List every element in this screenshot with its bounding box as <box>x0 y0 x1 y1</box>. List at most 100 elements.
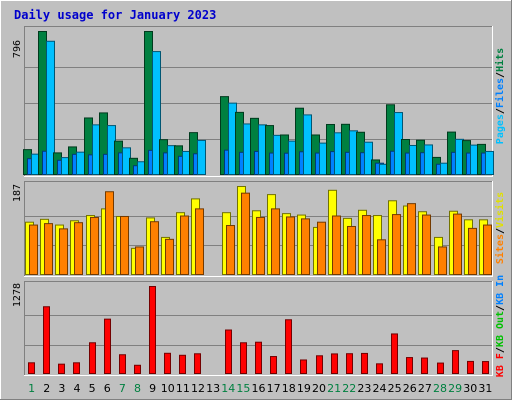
sites-bar-day-5 <box>90 216 99 275</box>
pages-bar-day-31 <box>485 150 494 175</box>
kbytes-f-bar-day-30 <box>467 360 474 374</box>
day-label-27: 27 <box>418 382 432 395</box>
legend-hits: Hits <box>494 48 506 72</box>
hits-panel-legend: Pages/Files/Hits <box>494 48 506 144</box>
day-label-23: 23 <box>357 382 371 395</box>
kbytes-f-bar-day-7 <box>119 354 126 375</box>
legend-kbytes-in: KB In <box>495 275 506 305</box>
day-label-24: 24 <box>373 382 387 395</box>
kbytes-f-bar-day-1 <box>28 362 35 375</box>
sites-bar-day-30 <box>468 227 477 275</box>
sites-bar-day-24 <box>377 239 386 275</box>
kbytes-f-bar-day-27 <box>421 357 428 374</box>
sites-bar-day-23 <box>362 215 371 276</box>
legend-sep: / <box>495 108 506 114</box>
legend-files: Files <box>494 78 506 108</box>
kbytes-f-bar-day-2 <box>43 306 50 375</box>
sites-bar-day-10 <box>165 238 174 275</box>
kbytes-f-bar-day-11 <box>179 354 186 374</box>
day-label-11: 11 <box>176 382 190 395</box>
day-label-29: 29 <box>448 382 462 395</box>
day-label-22: 22 <box>342 382 356 395</box>
sites-bar-day-2 <box>44 223 53 276</box>
kbytes-f-bar-day-16 <box>255 341 262 374</box>
sites-bar-day-16 <box>256 216 265 275</box>
day-label-10: 10 <box>161 382 175 395</box>
svg-text:Pages/Files/Hits: Pages/Files/Hits <box>494 48 506 144</box>
sites-bar-day-27 <box>422 214 431 276</box>
kbytes-f-bar-day-5 <box>89 342 96 375</box>
kbytes-f-bar-day-22 <box>346 353 353 375</box>
day-label-1: 1 <box>28 382 35 395</box>
sites-bar-day-12 <box>195 208 204 276</box>
kbytes-f-bar-day-23 <box>361 352 368 374</box>
day-label-14: 14 <box>221 382 235 395</box>
sites-bar-day-31 <box>483 224 492 275</box>
sites-bar-day-9 <box>150 221 159 276</box>
visits-sites-panel: 187 Sites/Visits <box>12 181 506 277</box>
sites-bar-day-25 <box>392 214 401 275</box>
kbytes-f-bar-day-12 <box>194 353 201 374</box>
day-label-16: 16 <box>252 382 266 395</box>
sites-bar-day-7 <box>120 215 129 276</box>
chart-title: Daily usage for January 2023 <box>14 8 216 22</box>
day-label-15: 15 <box>236 382 250 395</box>
pages-bar-day-19 <box>303 114 312 176</box>
pages-bar-day-2 <box>46 40 55 175</box>
kbytes-panel: 1278 KB F/KB Out/KB In <box>12 275 506 377</box>
legend-sep: / <box>495 347 506 353</box>
day-label-7: 7 <box>119 382 126 395</box>
kbytes-f-bar-day-15 <box>240 342 247 375</box>
sites-bar-day-18 <box>286 216 295 276</box>
sites-bar-day-17 <box>271 208 280 276</box>
day-label-5: 5 <box>89 382 96 395</box>
day-label-9: 9 <box>149 382 156 395</box>
kbytes-f-bar-day-29 <box>452 350 459 374</box>
kbytes-f-bar-day-3 <box>58 363 65 374</box>
day-label-4: 4 <box>73 382 80 395</box>
legend-kbytes-f: KB F <box>495 353 506 377</box>
sites-bar-day-11 <box>180 215 189 276</box>
sites-bar-day-4 <box>74 222 83 276</box>
legend-sites: Sites <box>494 234 506 264</box>
sites-bar-day-28 <box>438 246 447 275</box>
kbytes-panel-legend: KB F/KB Out/KB In <box>495 275 506 377</box>
sites-bar-day-3 <box>59 228 68 276</box>
kbytes-f-bar-day-25 <box>391 333 398 374</box>
svg-text:KB F/KB Out/KB In: KB F/KB Out/KB In <box>495 275 506 377</box>
pages-bar-day-23 <box>364 141 373 175</box>
legend-sep: / <box>495 228 506 234</box>
pages-bar-day-9 <box>152 51 161 176</box>
day-label-30: 30 <box>463 382 477 395</box>
kbytes-f-bar-day-21 <box>331 353 338 375</box>
day-label-18: 18 <box>282 382 296 395</box>
kbytes-f-bar-day-10 <box>164 352 171 375</box>
sites-bar-day-6 <box>105 191 114 275</box>
pages-bar-day-12 <box>197 139 206 176</box>
kbytes-f-bar-day-8 <box>134 364 141 374</box>
kbytes-f-bar-day-19 <box>300 359 307 374</box>
sites-bar-day-14 <box>226 225 235 275</box>
day-label-21: 21 <box>327 382 341 395</box>
sites-bar-day-26 <box>407 203 416 275</box>
day-label-25: 25 <box>388 382 402 395</box>
day-label-28: 28 <box>433 382 447 395</box>
sites-bar-day-20 <box>317 221 326 276</box>
day-axis: 1 2 3 4 5 6 7 8 9 10 11 12 13 14 15 16 17 18 19 20 21 22 23 24 2… <box>28 382 492 395</box>
day-label-12: 12 <box>191 382 205 395</box>
kbytes-f-bar-day-9 <box>149 286 156 374</box>
kbytes-f-bar-day-31 <box>482 361 489 375</box>
sites-bar-day-15 <box>241 192 250 275</box>
day-label-2: 2 <box>43 382 50 395</box>
sites-bar-day-21 <box>332 215 341 276</box>
kbytes-f-bar-day-6 <box>104 318 111 374</box>
kbytes-f-bar-day-24 <box>376 363 383 375</box>
kbytes-f-bar-day-4 <box>73 362 80 375</box>
kbytes-f-bar-day-17 <box>270 356 277 374</box>
day-label-26: 26 <box>403 382 417 395</box>
kbytes-f-bar-day-26 <box>406 357 413 375</box>
sites-bar-day-19 <box>301 218 310 275</box>
day-label-31: 31 <box>478 382 492 395</box>
hits-files-pages-panel: 796 Pages/Files/Hits <box>12 26 506 177</box>
